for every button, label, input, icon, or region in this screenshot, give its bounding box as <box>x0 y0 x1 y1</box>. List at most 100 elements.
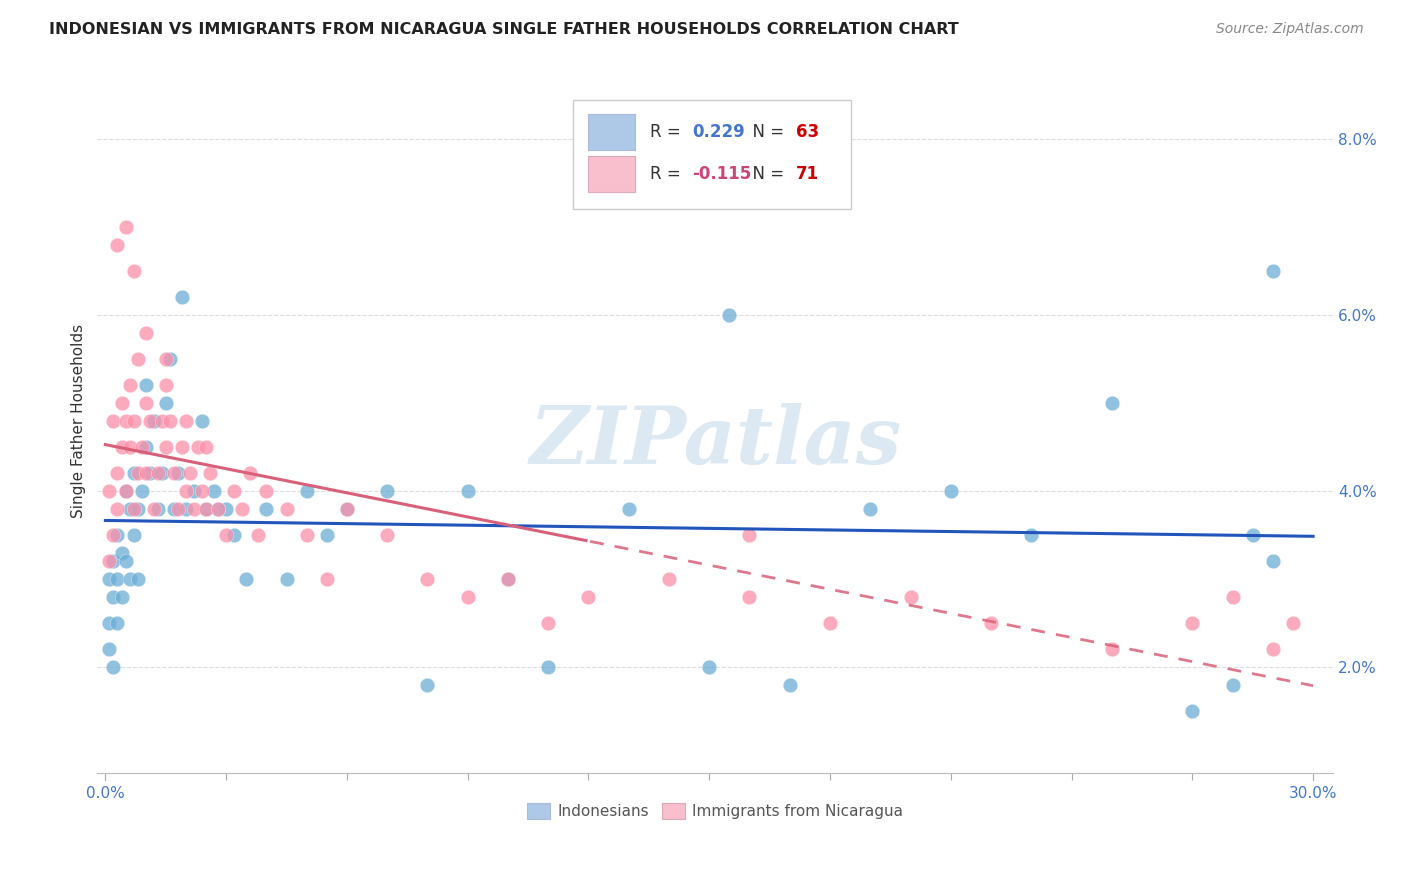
Point <box>174 501 197 516</box>
Text: INDONESIAN VS IMMIGRANTS FROM NICARAGUA SINGLE FATHER HOUSEHOLDS CORRELATION CHA: INDONESIAN VS IMMIGRANTS FROM NICARAGUA … <box>49 22 959 37</box>
Point <box>1101 642 1123 657</box>
Text: N =: N = <box>742 123 790 141</box>
Point <box>103 590 125 604</box>
Point <box>131 440 153 454</box>
Point <box>202 484 225 499</box>
Point <box>150 414 173 428</box>
Point <box>207 501 229 516</box>
Point <box>239 467 262 481</box>
Point <box>122 414 145 428</box>
Text: ZIPatlas: ZIPatlas <box>529 403 901 481</box>
Point <box>537 616 560 631</box>
Point <box>336 501 359 516</box>
Point <box>215 528 238 542</box>
Point <box>118 572 141 586</box>
Point <box>1261 554 1284 568</box>
Point <box>779 678 801 692</box>
Point <box>167 501 190 516</box>
Point <box>207 501 229 516</box>
Point <box>718 308 741 322</box>
Point <box>247 528 270 542</box>
Point <box>107 572 129 586</box>
Point <box>103 414 125 428</box>
Point <box>110 396 132 410</box>
Point <box>496 572 519 586</box>
Point <box>183 484 205 499</box>
Point <box>179 467 201 481</box>
Text: N =: N = <box>742 165 790 183</box>
Text: 63: 63 <box>796 123 818 141</box>
Text: 71: 71 <box>796 165 818 183</box>
Point <box>295 484 318 499</box>
Point <box>254 501 277 516</box>
Point <box>107 237 129 252</box>
Point <box>142 414 165 428</box>
Point <box>457 590 479 604</box>
Point <box>375 484 398 499</box>
Point <box>195 501 218 516</box>
Point <box>315 572 337 586</box>
Point <box>496 572 519 586</box>
Point <box>98 554 121 568</box>
Point <box>658 572 681 586</box>
Point <box>457 484 479 499</box>
Point <box>336 501 359 516</box>
Point <box>191 414 214 428</box>
Point <box>980 616 1002 631</box>
Point <box>537 660 560 674</box>
Point <box>138 414 160 428</box>
FancyBboxPatch shape <box>588 156 636 193</box>
Point <box>103 554 125 568</box>
Point <box>122 264 145 278</box>
Point <box>1222 678 1244 692</box>
Point <box>231 501 253 516</box>
Point <box>122 528 145 542</box>
Point <box>1261 264 1284 278</box>
Point <box>114 414 136 428</box>
Point <box>375 528 398 542</box>
Point <box>98 484 121 499</box>
Point <box>135 440 157 454</box>
Text: Source: ZipAtlas.com: Source: ZipAtlas.com <box>1216 22 1364 37</box>
Point <box>697 660 720 674</box>
Point <box>416 678 439 692</box>
Point <box>174 414 197 428</box>
Point <box>174 484 197 499</box>
Point <box>191 484 214 499</box>
Point <box>1181 704 1204 718</box>
Point <box>98 572 121 586</box>
Point <box>1181 616 1204 631</box>
Point <box>738 528 761 542</box>
Point <box>818 616 841 631</box>
Point <box>118 501 141 516</box>
Point <box>195 440 218 454</box>
Point <box>1101 396 1123 410</box>
Point <box>103 528 125 542</box>
Point <box>215 501 238 516</box>
Point <box>900 590 922 604</box>
Text: -0.115: -0.115 <box>692 165 751 183</box>
Point <box>224 528 246 542</box>
Point <box>617 501 640 516</box>
Point <box>198 467 221 481</box>
Point <box>167 467 190 481</box>
Point <box>1222 590 1244 604</box>
Y-axis label: Single Father Households: Single Father Households <box>72 324 86 517</box>
Point <box>939 484 962 499</box>
Text: R =: R = <box>650 165 686 183</box>
Point <box>163 501 186 516</box>
Point <box>295 528 318 542</box>
Point <box>155 396 177 410</box>
Text: R =: R = <box>650 123 686 141</box>
Point <box>138 467 160 481</box>
Point <box>1241 528 1264 542</box>
Point <box>107 501 129 516</box>
Point <box>159 414 181 428</box>
Point <box>170 290 193 304</box>
Point <box>276 572 298 586</box>
Point <box>118 440 141 454</box>
Point <box>155 378 177 392</box>
Point <box>150 467 173 481</box>
FancyBboxPatch shape <box>588 113 636 150</box>
Legend: Indonesians, Immigrants from Nicaragua: Indonesians, Immigrants from Nicaragua <box>522 797 910 825</box>
